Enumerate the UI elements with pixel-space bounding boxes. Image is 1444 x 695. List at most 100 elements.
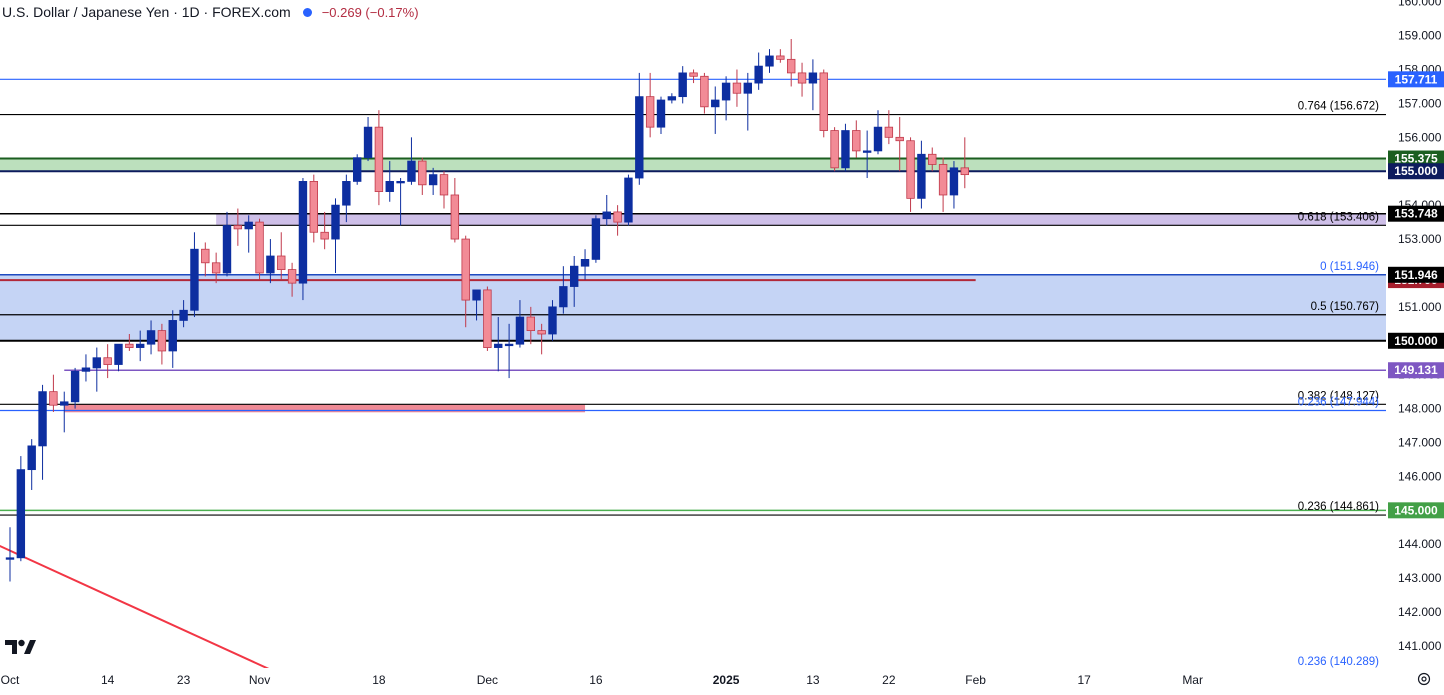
candle[interactable] xyxy=(732,69,742,107)
candle[interactable] xyxy=(331,198,340,273)
candle[interactable] xyxy=(352,154,362,185)
candle[interactable] xyxy=(16,456,26,562)
candle[interactable] xyxy=(287,262,297,297)
candle[interactable] xyxy=(70,367,80,409)
candle[interactable] xyxy=(949,161,959,209)
time-axis[interactable]: Oct 14 23 Nov 18 Dec 16 2025 13 22 Feb 17 Mar xyxy=(0,668,1386,690)
candle[interactable] xyxy=(689,69,698,84)
candle[interactable] xyxy=(504,323,514,379)
candle[interactable] xyxy=(114,343,123,372)
candle[interactable] xyxy=(407,137,416,185)
candle[interactable] xyxy=(418,157,427,195)
candle[interactable] xyxy=(884,110,894,145)
candle-body xyxy=(418,160,427,186)
candle[interactable] xyxy=(135,330,145,362)
candle[interactable] xyxy=(222,211,232,277)
candle[interactable] xyxy=(700,72,709,114)
candle[interactable] xyxy=(928,147,937,172)
candle[interactable] xyxy=(233,208,243,246)
candle[interactable] xyxy=(580,249,590,280)
candle[interactable] xyxy=(244,215,253,253)
candle[interactable] xyxy=(277,232,286,280)
candle[interactable] xyxy=(363,116,373,162)
candle[interactable] xyxy=(38,384,47,480)
candle[interactable] xyxy=(494,317,503,372)
candle[interactable] xyxy=(342,174,351,223)
candle[interactable] xyxy=(776,49,785,63)
candle[interactable] xyxy=(60,391,69,433)
candle[interactable] xyxy=(591,215,601,263)
candle[interactable] xyxy=(667,93,677,104)
candle[interactable] xyxy=(787,38,796,87)
settings-gear-icon[interactable] xyxy=(1416,671,1432,687)
candle[interactable] xyxy=(385,161,394,202)
candle[interactable] xyxy=(27,439,36,490)
candle[interactable] xyxy=(548,300,557,341)
candle[interactable] xyxy=(450,178,460,243)
candle[interactable] xyxy=(201,242,210,277)
candle[interactable] xyxy=(428,167,438,195)
candle[interactable] xyxy=(298,178,308,301)
candle[interactable] xyxy=(613,205,622,236)
candle[interactable] xyxy=(49,374,58,412)
candle[interactable] xyxy=(179,300,188,328)
candle[interactable] xyxy=(81,354,91,382)
candle[interactable] xyxy=(461,235,470,328)
candle[interactable] xyxy=(830,127,839,172)
candle[interactable] xyxy=(146,320,156,355)
candle[interactable] xyxy=(125,334,134,351)
candle-body xyxy=(266,255,275,274)
candle[interactable] xyxy=(396,178,405,226)
candle[interactable] xyxy=(168,310,177,368)
candle[interactable] xyxy=(711,86,720,134)
candle[interactable] xyxy=(765,49,774,73)
candle[interactable] xyxy=(537,323,546,355)
candle[interactable] xyxy=(92,347,101,392)
candle[interactable] xyxy=(266,239,275,284)
candle[interactable] xyxy=(559,266,568,314)
candle[interactable] xyxy=(678,66,687,104)
candle[interactable] xyxy=(439,171,449,209)
candle[interactable] xyxy=(819,69,828,138)
candle[interactable] xyxy=(635,72,644,185)
symbol-title[interactable]: U.S. Dollar / Japanese Yen · 1D · FOREX.… xyxy=(2,4,291,20)
candle[interactable] xyxy=(743,72,752,131)
candle[interactable] xyxy=(873,110,883,155)
candle[interactable] xyxy=(645,72,655,138)
candle[interactable] xyxy=(374,110,384,206)
candle[interactable] xyxy=(157,323,167,365)
candle[interactable] xyxy=(320,211,329,250)
candle[interactable] xyxy=(895,116,904,172)
candle[interactable] xyxy=(255,218,264,280)
candle-body xyxy=(884,126,894,138)
tradingview-logo-icon[interactable] xyxy=(4,636,38,656)
candle[interactable] xyxy=(721,76,731,121)
candle[interactable] xyxy=(103,344,112,379)
candle[interactable] xyxy=(862,130,872,179)
descending-trendline[interactable] xyxy=(0,536,271,671)
candle[interactable] xyxy=(917,140,926,209)
candle[interactable] xyxy=(852,120,861,158)
candle[interactable] xyxy=(515,300,525,348)
candle[interactable] xyxy=(5,527,15,582)
candle[interactable] xyxy=(841,123,850,172)
candle[interactable] xyxy=(797,62,807,97)
price-axis[interactable]: 141.000 142.000 143.000 144.000 145.000 146.0… xyxy=(1386,0,1444,690)
candle[interactable] xyxy=(938,157,948,212)
candle[interactable] xyxy=(906,137,915,212)
candle[interactable] xyxy=(960,137,969,189)
candle[interactable] xyxy=(472,289,481,321)
candle[interactable] xyxy=(656,96,666,134)
candle[interactable] xyxy=(526,306,535,345)
candle[interactable] xyxy=(483,286,492,351)
candle[interactable] xyxy=(211,252,221,284)
candle[interactable] xyxy=(808,59,818,111)
candle[interactable] xyxy=(624,174,633,226)
candle[interactable] xyxy=(190,232,199,318)
candle[interactable] xyxy=(754,52,763,90)
candle[interactable] xyxy=(570,256,579,307)
candle[interactable] xyxy=(309,174,318,243)
candle[interactable] xyxy=(602,194,611,226)
